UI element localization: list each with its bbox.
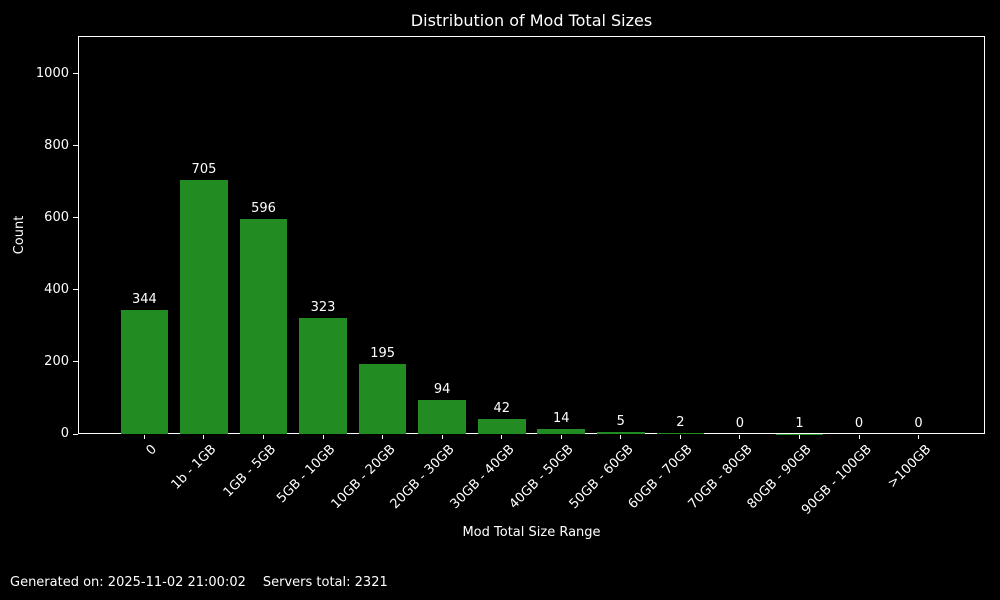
chart-title: Distribution of Mod Total Sizes bbox=[410, 11, 653, 30]
bar bbox=[597, 432, 645, 434]
bar-value-label: 705 bbox=[191, 162, 217, 178]
bar-value-label: 94 bbox=[433, 382, 451, 398]
y-axis-label: Count bbox=[12, 215, 27, 255]
bar bbox=[239, 219, 288, 434]
footer: Generated on: 2025-11-02 21:00:02 Server… bbox=[10, 575, 388, 591]
x-tick bbox=[322, 435, 324, 439]
x-tick-label: 5GB - 10GB bbox=[274, 442, 339, 507]
bar bbox=[120, 310, 169, 434]
y-tick-label: 0 bbox=[60, 426, 69, 441]
bar bbox=[418, 400, 466, 434]
bar-value-label: 5 bbox=[616, 414, 625, 430]
x-tick bbox=[798, 435, 800, 439]
bar-value-label: 2 bbox=[676, 415, 685, 431]
bar-value-label: 0 bbox=[914, 416, 923, 431]
plot-area bbox=[78, 36, 985, 434]
y-tick-label: 800 bbox=[44, 137, 69, 153]
y-tick-label: 1000 bbox=[35, 65, 69, 81]
x-tick bbox=[501, 435, 503, 439]
bar-value-label: 323 bbox=[310, 299, 336, 315]
bar bbox=[358, 363, 407, 434]
x-tick bbox=[441, 435, 443, 439]
y-tick bbox=[73, 145, 78, 147]
y-tick bbox=[73, 73, 78, 75]
bar bbox=[477, 418, 526, 434]
bar-value-label: 195 bbox=[370, 345, 396, 361]
bar-value-label: 0 bbox=[735, 416, 745, 431]
x-tick bbox=[143, 435, 145, 439]
bar-value-label: 14 bbox=[552, 410, 570, 426]
y-tick bbox=[73, 361, 78, 363]
bar bbox=[537, 428, 586, 434]
x-tick bbox=[382, 435, 384, 439]
y-tick bbox=[73, 433, 78, 435]
x-tick bbox=[679, 435, 681, 439]
generated-timestamp: Generated on: 2025-11-02 21:00:02 bbox=[10, 575, 246, 590]
bar-value-label: 596 bbox=[251, 201, 276, 217]
x-tick bbox=[263, 435, 265, 439]
x-tick-label: >100GB bbox=[884, 442, 935, 492]
bar-value-label: 344 bbox=[132, 292, 157, 308]
x-tick bbox=[858, 435, 860, 439]
bar bbox=[299, 317, 347, 434]
bar-value-label: 42 bbox=[493, 400, 510, 416]
bar bbox=[180, 180, 228, 434]
x-tick bbox=[918, 435, 920, 439]
y-tick bbox=[73, 217, 78, 219]
x-tick bbox=[203, 435, 205, 439]
x-tick-label: 1b - 1GB bbox=[168, 442, 220, 493]
bar-value-label: 1 bbox=[795, 415, 804, 431]
x-tick-label: 1GB - 5GB bbox=[220, 442, 280, 501]
x-tick-label: 0 bbox=[143, 442, 161, 459]
x-tick bbox=[620, 435, 622, 439]
y-tick-label: 200 bbox=[44, 353, 69, 369]
y-tick-label: 600 bbox=[44, 209, 69, 225]
y-tick-label: 400 bbox=[44, 281, 69, 297]
bar bbox=[656, 433, 705, 434]
x-tick bbox=[739, 435, 741, 439]
x-axis-label: Mod Total Size Range bbox=[462, 525, 601, 540]
y-tick bbox=[73, 289, 78, 291]
bar-value-label: 0 bbox=[854, 416, 864, 431]
x-tick bbox=[560, 435, 562, 439]
servers-total: Servers total: 2321 bbox=[262, 575, 388, 590]
